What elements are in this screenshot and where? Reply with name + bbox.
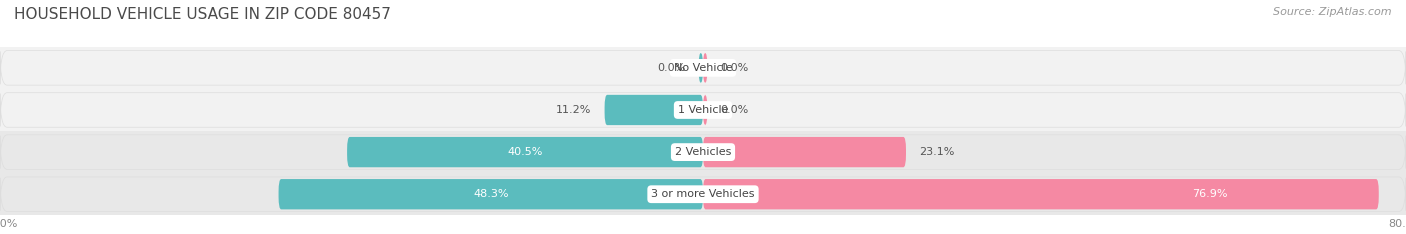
- FancyBboxPatch shape: [703, 95, 707, 125]
- Text: 76.9%: 76.9%: [1192, 189, 1227, 199]
- Text: HOUSEHOLD VEHICLE USAGE IN ZIP CODE 80457: HOUSEHOLD VEHICLE USAGE IN ZIP CODE 8045…: [14, 7, 391, 22]
- FancyBboxPatch shape: [0, 135, 1406, 169]
- Bar: [0, 131, 1406, 173]
- FancyBboxPatch shape: [0, 93, 1406, 127]
- Text: 1 Vehicle: 1 Vehicle: [678, 105, 728, 115]
- Text: 48.3%: 48.3%: [472, 189, 509, 199]
- Text: 3 or more Vehicles: 3 or more Vehicles: [651, 189, 755, 199]
- Text: 0.0%: 0.0%: [657, 63, 686, 73]
- FancyBboxPatch shape: [278, 179, 703, 209]
- Text: 2 Vehicles: 2 Vehicles: [675, 147, 731, 157]
- Text: 23.1%: 23.1%: [920, 147, 955, 157]
- FancyBboxPatch shape: [699, 53, 703, 83]
- FancyBboxPatch shape: [0, 51, 1406, 85]
- Text: 0.0%: 0.0%: [721, 105, 749, 115]
- FancyBboxPatch shape: [703, 179, 1379, 209]
- Text: 0.0%: 0.0%: [721, 63, 749, 73]
- Bar: [0, 173, 1406, 215]
- FancyBboxPatch shape: [605, 95, 703, 125]
- FancyBboxPatch shape: [703, 53, 707, 83]
- FancyBboxPatch shape: [347, 137, 703, 167]
- Text: Source: ZipAtlas.com: Source: ZipAtlas.com: [1274, 7, 1392, 17]
- Text: No Vehicle: No Vehicle: [673, 63, 733, 73]
- Bar: [0, 89, 1406, 131]
- Text: 40.5%: 40.5%: [508, 147, 543, 157]
- Text: 11.2%: 11.2%: [555, 105, 592, 115]
- FancyBboxPatch shape: [0, 177, 1406, 212]
- Bar: [0, 47, 1406, 89]
- FancyBboxPatch shape: [703, 137, 905, 167]
